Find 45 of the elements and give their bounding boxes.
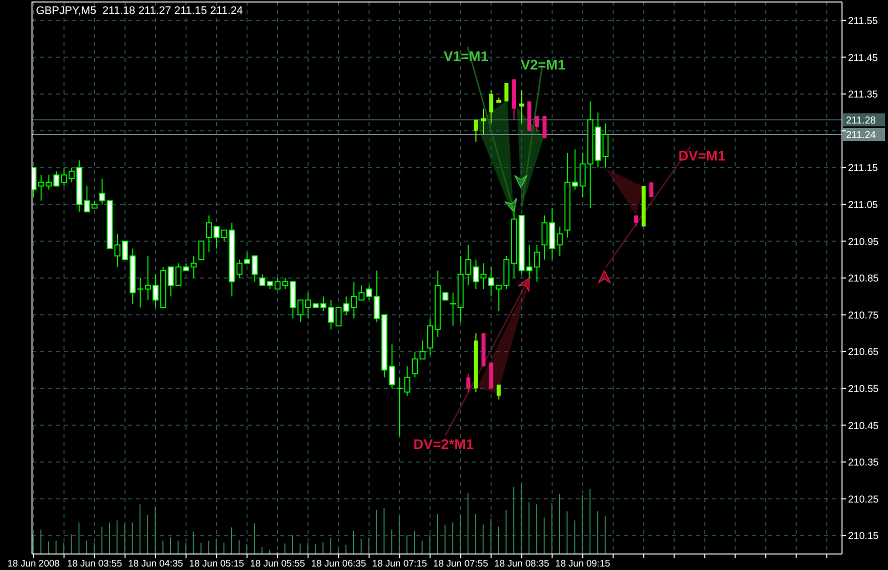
- x-tick-label: 18 Jun 2008: [7, 558, 60, 570]
- candlestick: [519, 90, 524, 124]
- x-tick-label: 18 Jun 05:55: [250, 558, 306, 570]
- candlestick: [542, 116, 547, 139]
- ref-line-label: 211.28: [846, 114, 876, 126]
- y-tick-label: 210.25: [848, 494, 880, 506]
- ref-line-label: 211.24: [846, 129, 876, 140]
- x-tick-label: 18 Jun 04:35: [128, 558, 184, 570]
- candlestick: [556, 226, 563, 256]
- y-tick-label: 211.15: [848, 163, 878, 174]
- x-tick-label: 18 Jun 08:35: [494, 558, 550, 570]
- y-tick-label: 210.95: [848, 236, 880, 248]
- x-tick-label: 18 Jun 06:35: [311, 558, 366, 570]
- y-tick-label: 210.35: [848, 458, 880, 469]
- y-tick-label: 210.55: [848, 384, 880, 395]
- x-tick-label: 18 Jun 07:15: [372, 558, 428, 570]
- candlestick: [481, 108, 486, 135]
- candlestick: [474, 119, 478, 142]
- y-tick-label: 211.45: [848, 52, 878, 64]
- candlestick: [427, 318, 434, 356]
- y-tick-label: 211.05: [848, 200, 878, 211]
- candlestick: [404, 366, 410, 396]
- y-tick-label: 210.15: [848, 531, 880, 542]
- candlestick: [496, 384, 501, 400]
- candlestick: [466, 373, 470, 393]
- y-tick-label: 210.75: [848, 310, 880, 322]
- candlestick: [534, 116, 539, 132]
- candlestick: [504, 82, 508, 102]
- y-tick-label: 210.45: [848, 420, 880, 432]
- annotation: DV=2*M1: [413, 436, 474, 452]
- x-tick-label: 18 Jun 09:15: [555, 558, 610, 570]
- candlestick: [198, 240, 204, 260]
- annotation: DV=M1: [678, 147, 726, 164]
- candlestick: [489, 90, 494, 124]
- x-tick-label: 18 Jun 07:55: [433, 558, 488, 570]
- y-tick-label: 211.35: [848, 90, 878, 101]
- chart-title: GBPJPY,M5 211.18 211.27 211.15 211.24: [36, 5, 243, 18]
- x-tick-label: 18 Jun 05:15: [189, 558, 244, 570]
- annotation: V2=M1: [520, 56, 566, 73]
- y-tick-label: 210.85: [848, 274, 880, 285]
- annotation: V1=M1: [444, 48, 489, 64]
- y-tick-label: 211.55: [848, 16, 878, 27]
- candlestick: [99, 178, 106, 205]
- y-tick-label: 210.65: [848, 347, 880, 358]
- x-tick-label: 18 Jun 03:55: [67, 558, 122, 570]
